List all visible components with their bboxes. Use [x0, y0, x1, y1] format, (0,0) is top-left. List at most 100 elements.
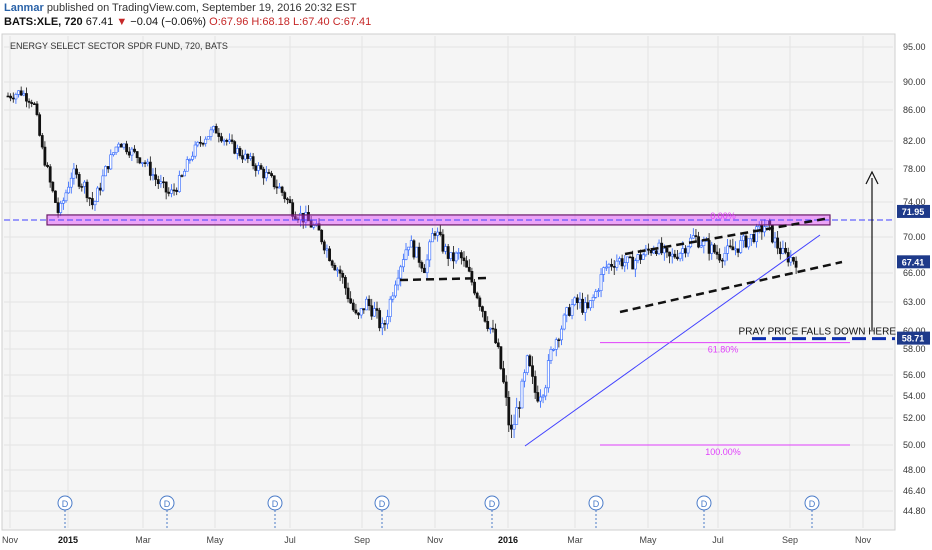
candle-body [172, 189, 176, 192]
candle-body [649, 250, 653, 254]
candle-body [146, 161, 150, 164]
candle-body [515, 407, 519, 425]
candle-body [27, 100, 31, 103]
author-name[interactable]: Lanmar [4, 2, 44, 14]
candle-body [109, 154, 113, 170]
fib-label: 0.00% [710, 211, 736, 221]
candle-body [512, 424, 516, 430]
y-tick-label: 66.00 [903, 268, 926, 278]
candle-body [246, 153, 250, 159]
candle-body [59, 202, 63, 213]
dividend-label: D [809, 499, 816, 509]
candle-body [712, 244, 716, 253]
candle-body [486, 321, 490, 329]
x-tick-label: Nov [2, 535, 19, 545]
candle-body [504, 381, 508, 398]
candle-body [383, 323, 387, 325]
candle-body [75, 168, 78, 175]
candle-body [19, 90, 23, 96]
candle-body [678, 253, 682, 260]
y-tick-label: 46.40 [903, 486, 926, 496]
y-tick-label: 48.00 [903, 465, 926, 475]
candle-body [193, 144, 197, 157]
candle-body [507, 397, 511, 426]
candle-body [673, 253, 677, 258]
candle-body [262, 168, 266, 179]
candle-body [96, 187, 100, 202]
candle-body [122, 143, 126, 148]
candle-body [6, 95, 10, 98]
candle-body [307, 212, 310, 222]
candle-body [536, 392, 540, 402]
y-tick-label: 74.00 [903, 197, 926, 207]
x-tick-label: 2016 [498, 535, 518, 545]
candle-body [731, 246, 735, 251]
candle-body [291, 202, 295, 217]
published-text: published on TradingView.com, September … [46, 2, 357, 14]
candle-body [317, 223, 321, 231]
candle-body [293, 216, 297, 220]
candle-body [214, 126, 218, 134]
candle-body [694, 235, 698, 237]
candle-body [285, 198, 289, 201]
dividend-label: D [701, 499, 708, 509]
candle-body [72, 168, 76, 179]
dividend-label: D [62, 499, 69, 509]
candles [6, 86, 798, 439]
time-axis[interactable]: Nov 2015 Mar May Jul Sep Nov 2016 Mar May Jul Sep No… [2, 535, 872, 545]
last-price: 67.41 [85, 16, 114, 28]
candle-body [217, 132, 221, 137]
candle-body [183, 170, 186, 177]
candle-body [734, 248, 737, 251]
candle-body [510, 424, 513, 430]
candle-body [117, 143, 121, 148]
candle-body [401, 259, 405, 268]
candle-body [357, 312, 360, 316]
candle-body [457, 252, 461, 254]
candle-body [597, 290, 600, 293]
candle-body [85, 181, 89, 199]
candle-body [249, 156, 252, 159]
candle-body [225, 139, 229, 142]
candle-body [322, 241, 326, 251]
candle-body [539, 396, 542, 402]
candle-body [191, 155, 194, 160]
candle-body [14, 94, 18, 100]
candle-body [9, 95, 13, 99]
candle-body [602, 267, 606, 275]
candle-body [789, 257, 793, 263]
candle-body [228, 139, 231, 142]
candle-body [112, 152, 115, 156]
candle-body [773, 237, 777, 243]
candle-body [351, 302, 355, 311]
candle-body [502, 368, 505, 383]
fib-label: 100.00% [705, 447, 741, 457]
dividend-label: D [489, 499, 496, 509]
candle-body [135, 151, 139, 158]
ohlc-values: O:67.96 H:68.18 L:67.40 C:67.41 [209, 16, 372, 28]
candle-body [365, 298, 368, 311]
candle-body [581, 298, 585, 313]
y-tick-label: 50.00 [903, 440, 926, 450]
candle-body [546, 360, 550, 389]
candle-body [264, 172, 268, 179]
candle-body [668, 251, 671, 257]
price-axis[interactable]: 95.00 90.00 86.00 82.00 78.00 74.00 70.00 66.00… [897, 42, 930, 516]
candle-body [38, 114, 42, 136]
candle-body [481, 306, 484, 312]
candle-body [106, 166, 110, 170]
support-trendline [524, 234, 821, 447]
candle-body [707, 240, 711, 254]
candle-body [22, 93, 26, 96]
candle-body [407, 246, 411, 251]
candle-body [478, 297, 482, 307]
candle-body [275, 186, 279, 189]
candle-body [220, 136, 223, 142]
candle-body [54, 190, 57, 203]
candle-body [620, 258, 624, 267]
candle-body [238, 148, 242, 156]
candle-body [325, 248, 329, 251]
candle-body [583, 302, 587, 313]
annotation-text: PRAY PRICE FALLS DOWN HERE [739, 327, 897, 338]
